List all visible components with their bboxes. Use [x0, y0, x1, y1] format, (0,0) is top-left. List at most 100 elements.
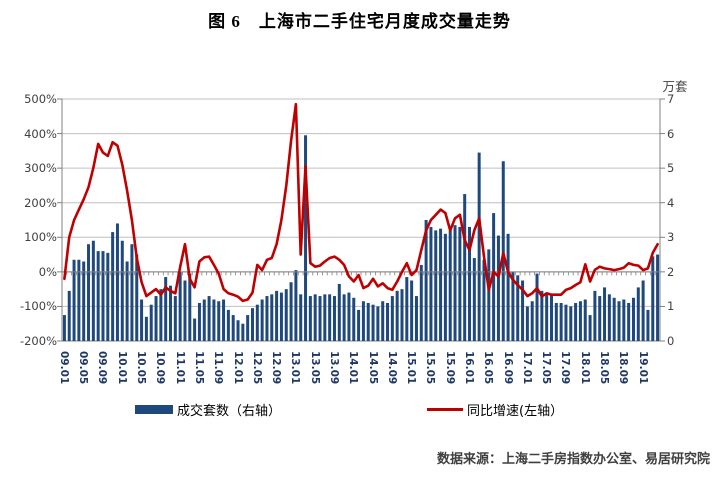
volume-bar: [371, 304, 375, 341]
data-source-note: 数据来源：上海二手房指数办公室、易居研究院: [436, 452, 710, 467]
volume-bar: [463, 194, 467, 341]
volume-bar: [439, 228, 443, 341]
left-axis-tick-label: 500%: [24, 92, 57, 106]
volume-bar: [101, 251, 105, 341]
legend-item-bar-series: 成交套数（右轴）: [135, 399, 281, 419]
volume-bar: [67, 290, 71, 341]
right-axis-tick-label: 1: [667, 299, 675, 314]
volume-bar: [506, 233, 510, 341]
volume-bar: [294, 270, 298, 341]
volume-bar: [72, 259, 76, 341]
legend-item-line-series: 同比增速(左轴）: [427, 399, 563, 419]
volume-bar: [419, 264, 423, 341]
volume-bar: [154, 296, 158, 341]
volume-bar: [414, 296, 418, 341]
volume-bar: [549, 294, 553, 341]
volume-bar: [159, 289, 163, 341]
line-series-label: 同比增速(左轴）: [467, 404, 564, 419]
volume-bar: [250, 308, 254, 341]
volume-bar: [554, 302, 558, 341]
volume-bar: [77, 259, 81, 341]
chart-title: 图 6 上海市二手住宅月度成交量走势: [208, 12, 511, 31]
volume-bar: [631, 297, 635, 341]
volume-bar: [603, 287, 607, 341]
volume-bar: [530, 301, 534, 341]
right-axis-tick-label: 4: [667, 195, 675, 210]
right-axis-tick-label: 3: [667, 230, 675, 245]
volume-bar: [231, 315, 235, 341]
volume-bar: [178, 271, 182, 341]
volume-bar: [241, 323, 245, 341]
chart-legend: 成交套数（右轴） 同比增速(左轴）: [0, 399, 719, 419]
volume-bar: [202, 299, 206, 341]
line-series-swatch-icon: [427, 408, 463, 411]
volume-bar: [535, 273, 539, 341]
volume-bar: [434, 230, 438, 341]
volume-bar: [496, 235, 500, 341]
volume-bar: [400, 289, 404, 341]
volume-bar: [390, 296, 394, 341]
volume-bar: [347, 292, 351, 341]
volume-bar: [458, 226, 462, 341]
volume-bar: [135, 254, 139, 341]
volume-bar: [111, 232, 115, 341]
volume-bar: [410, 280, 414, 341]
volume-bar: [468, 226, 472, 341]
volume-bar: [120, 240, 124, 341]
volume-bar: [627, 302, 631, 341]
volume-bar: [361, 301, 365, 341]
volume-bar: [87, 244, 91, 341]
volume-bar: [405, 277, 409, 341]
left-axis-tick-label: -100%: [19, 299, 57, 314]
left-axis-tick-label: 0%: [38, 264, 57, 279]
volume-bar: [130, 244, 134, 341]
right-axis-tick-label: 0: [667, 334, 675, 348]
volume-bar: [183, 280, 187, 341]
left-axis-tick-label: 400%: [24, 126, 57, 141]
bar-series-label: 成交套数（右轴）: [177, 404, 282, 419]
volume-bar: [149, 304, 153, 341]
volume-bar: [376, 306, 380, 341]
bar-series-swatch-icon: [135, 405, 173, 414]
volume-bar: [270, 294, 274, 341]
volume-bar: [188, 273, 192, 341]
volume-bar: [622, 299, 626, 341]
volume-bar: [275, 290, 279, 341]
volume-bar: [424, 220, 428, 341]
right-axis-tick-label: 5: [667, 161, 675, 176]
volume-bar: [521, 280, 525, 341]
volume-bar: [193, 318, 197, 341]
volume-bar: [487, 249, 491, 341]
volume-bar: [492, 213, 496, 341]
volume-bar: [96, 251, 100, 341]
right-axis-tick-label: 6: [667, 126, 675, 141]
volume-bar: [386, 302, 390, 341]
volume-bar: [284, 289, 288, 341]
volume-bar: [574, 302, 578, 341]
volume-bar: [82, 261, 86, 341]
volume-bar: [545, 292, 549, 341]
volume-bar: [501, 161, 505, 341]
volume-bar: [115, 223, 119, 341]
volume-bar: [381, 301, 385, 341]
volume-bar: [477, 152, 481, 341]
volume-bar: [304, 135, 308, 341]
volume-bar: [337, 283, 341, 341]
right-axis-unit-label: 万套: [662, 79, 688, 94]
volume-bar: [212, 299, 216, 341]
volume-bar: [332, 296, 336, 341]
volume-bar: [617, 301, 621, 341]
volume-bar: [226, 309, 230, 341]
volume-bar: [598, 296, 602, 341]
volume-bar: [612, 297, 616, 341]
volume-bar: [217, 301, 221, 341]
volume-bar: [641, 280, 645, 341]
volume-bar: [255, 304, 259, 341]
volume-bar: [313, 294, 317, 341]
left-axis-tick-label: -200%: [19, 334, 57, 348]
volume-bar: [260, 299, 264, 341]
volume-bar: [540, 290, 544, 341]
volume-bar: [62, 315, 66, 341]
volume-bar: [169, 285, 173, 341]
